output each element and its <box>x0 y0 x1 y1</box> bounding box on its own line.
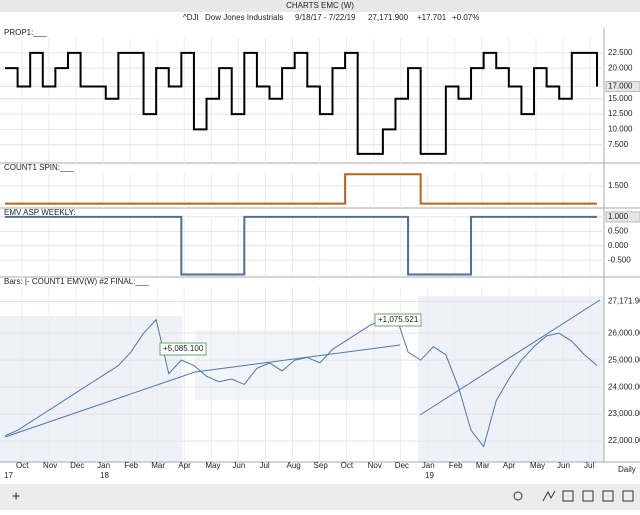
last-price: 27,171.900 <box>368 13 409 22</box>
annotation: +5,085.100 <box>163 344 204 353</box>
y-tick-label: 24,000.000 <box>608 382 640 391</box>
y-tick-label: 20.000 <box>608 63 633 72</box>
percent-change: +0.07% <box>452 13 479 22</box>
x-tick-label: Nov <box>43 461 57 470</box>
x-tick-label: Dec <box>395 461 409 470</box>
x-tick-label: Jan <box>97 461 110 470</box>
trend-line <box>419 299 601 416</box>
x-tick-label: Jan <box>422 461 435 470</box>
y-tick-label: 12.500 <box>608 109 633 118</box>
x-tick-label: Jul <box>259 461 269 470</box>
trend-line <box>194 344 401 373</box>
x-tick-label: Apr <box>178 461 191 470</box>
year-label: 18 <box>100 471 109 480</box>
shade <box>0 316 182 462</box>
toolbar <box>0 484 640 510</box>
panel-label: EMV ASP WEEKLY:___ <box>4 208 90 217</box>
y-tick-label: 1.000 <box>608 212 629 221</box>
shade <box>195 330 400 400</box>
x-tick-label: May <box>205 461 220 470</box>
x-tick-label: Jul <box>584 461 594 470</box>
x-tick-label: Jun <box>232 461 245 470</box>
x-tick-label: Apr <box>503 461 516 470</box>
y-tick-label: -0.500 <box>608 255 631 264</box>
x-tick-label: Oct <box>16 461 29 470</box>
current-value-box <box>605 81 640 93</box>
symbol: ^DJI <box>183 13 199 22</box>
grid-icon[interactable] <box>562 490 574 502</box>
panel-label: Bars: |- COUNT1 EMV(W) #2 FINAL:___ <box>4 277 149 286</box>
panel-icon[interactable] <box>582 490 594 502</box>
y-tick-label: 0.000 <box>608 241 629 250</box>
x-tick-label: Sep <box>314 461 329 470</box>
series-line <box>5 51 598 155</box>
y-tick-label: 7.500 <box>608 140 629 149</box>
year-label: 17 <box>4 471 13 480</box>
y-tick-label: 22.500 <box>608 48 633 57</box>
x-tick-label: Nov <box>368 461 382 470</box>
trend-line <box>4 371 196 438</box>
layout-icon[interactable] <box>602 490 614 502</box>
x-tick-label: May <box>530 461 545 470</box>
x-tick-label: Feb <box>124 461 138 470</box>
y-tick-label: 10.000 <box>608 124 633 133</box>
annotation: +1,075.521 <box>378 315 419 324</box>
window-title: CHARTS EMC (W) <box>286 1 354 10</box>
x-tick-label: Jun <box>557 461 570 470</box>
search-icon[interactable] <box>513 491 523 501</box>
series-line <box>5 173 597 205</box>
panel-label: PROP1:___ <box>4 28 47 37</box>
window-icon[interactable] <box>622 490 634 502</box>
shade <box>418 296 604 462</box>
x-tick-label: Feb <box>449 461 463 470</box>
series-line <box>4 313 598 448</box>
year-label: 19 <box>425 471 434 480</box>
x-tick-label: Dec <box>70 461 84 470</box>
x-tick-label: Mar <box>476 461 490 470</box>
security-name: Dow Jones Industrials <box>205 13 283 22</box>
y-tick-label: 17.000 <box>608 82 633 91</box>
y-tick-label: 26,000.000 <box>608 328 640 337</box>
y-tick-label: 0.500 <box>608 226 629 235</box>
price-change: +17.701 <box>417 13 447 22</box>
y-tick-label: 15.000 <box>608 94 633 103</box>
annotation-box <box>159 342 207 356</box>
date-range: 9/18/17 - 7/22/19 <box>295 13 356 22</box>
title-bar <box>0 0 640 12</box>
chart-icon[interactable] <box>542 490 556 502</box>
y-tick-label: 27,171.900 <box>608 297 640 306</box>
y-tick-label: 25,000.000 <box>608 355 640 364</box>
x-tick-label: Aug <box>287 461 301 470</box>
series-line <box>5 215 597 276</box>
annotation-box <box>374 313 422 327</box>
add-button[interactable]: + <box>12 488 20 504</box>
x-tick-label: Oct <box>341 461 354 470</box>
current-value-box <box>605 211 640 223</box>
y-tick-label: 23,000.000 <box>608 409 640 418</box>
interval-label: Daily <box>618 465 636 474</box>
y-tick-label: 1.500 <box>608 181 629 190</box>
y-tick-label: 22,000.000 <box>608 436 640 445</box>
panel-label: COUNT1 SPIN:___ <box>4 163 74 172</box>
x-tick-label: Mar <box>151 461 165 470</box>
